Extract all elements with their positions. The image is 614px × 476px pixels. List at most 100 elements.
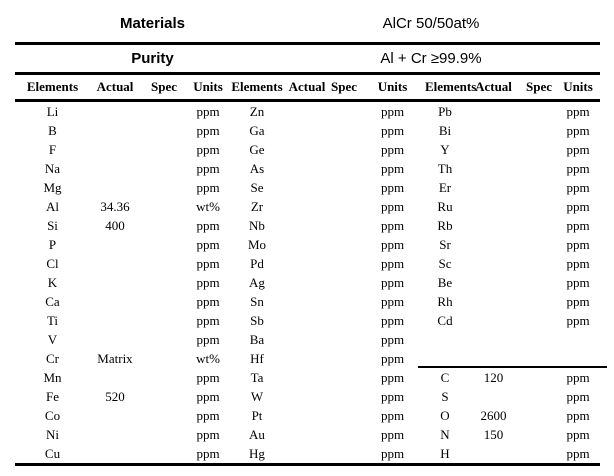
cell-units: ppm — [566, 256, 590, 271]
cell-element: H — [440, 446, 450, 461]
cell-units: ppm — [380, 123, 405, 138]
cell-units: ppm — [380, 294, 405, 309]
cell-element: Pb — [438, 104, 452, 119]
table-row: Ti ppm Sb ppm Cd ppm — [15, 311, 600, 330]
cell-element: B — [48, 123, 57, 138]
cell-element: Fe — [46, 389, 59, 404]
cell-actual: 400 — [105, 218, 125, 233]
table-row: Ni ppm Au ppm N 150 ppm — [15, 425, 600, 444]
cell-units: ppm — [380, 237, 405, 252]
cell-units: ppm — [380, 313, 405, 328]
cell-units: ppm — [566, 218, 590, 233]
cell-element: Rb — [437, 218, 453, 233]
cell-element: Nb — [249, 218, 265, 233]
cell-element: C — [440, 370, 450, 385]
cell-units: ppm — [196, 104, 220, 119]
divider-below-purity — [15, 72, 600, 75]
cell-element: Cd — [437, 313, 453, 328]
cell-element: N — [440, 427, 450, 442]
cell-element: F — [48, 142, 57, 157]
cell-units: ppm — [196, 313, 220, 328]
cell-units: ppm — [196, 256, 220, 271]
cell-units: ppm — [566, 389, 590, 404]
cell-element: Cl — [46, 256, 59, 271]
cell-units: ppm — [196, 427, 220, 442]
materials-row: Materials AlCr 50/50at% — [15, 0, 600, 42]
cell-units: ppm — [566, 370, 590, 385]
table-row: Si 400 ppm Nb ppm Rb ppm — [15, 216, 600, 235]
cell-units: ppm — [196, 446, 220, 461]
cell-units: wt% — [196, 199, 220, 214]
cell-element: Bi — [438, 123, 452, 138]
cell-element: Pt — [251, 408, 263, 423]
cell-element: Ag — [249, 275, 265, 290]
cell-element: Li — [46, 104, 59, 119]
cell-element: Rh — [437, 294, 453, 309]
table-row: Li ppm Zn ppm Pb ppm — [15, 102, 600, 121]
cell-units: ppm — [196, 332, 220, 347]
cell-units: ppm — [566, 142, 590, 157]
table-row: Al 34.36 wt% Zr ppm Ru ppm — [15, 197, 600, 216]
cell-element: Mo — [247, 237, 267, 252]
cell-units: ppm — [380, 427, 405, 442]
cell-actual: 520 — [105, 389, 125, 404]
col-header-element-g2: Elements — [231, 79, 283, 94]
cell-units: ppm — [380, 332, 405, 347]
cell-element: Hf — [250, 351, 264, 366]
cell-element: Mn — [43, 370, 62, 385]
col-header-element-g3: Elements — [425, 79, 477, 94]
cell-element: O — [440, 408, 450, 423]
cell-element: Cu — [44, 446, 61, 461]
cell-units: ppm — [196, 389, 220, 404]
cell-element: Na — [44, 161, 61, 176]
cell-element: Sc — [438, 256, 452, 271]
cell-element: Ru — [437, 199, 453, 214]
cell-units: ppm — [566, 408, 590, 423]
cell-element: S — [441, 389, 449, 404]
cell-element: Be — [437, 275, 453, 290]
col-header-actual-g3: Actual — [475, 79, 512, 94]
cell-units: ppm — [380, 389, 405, 404]
cell-element: Zr — [250, 199, 264, 214]
materials-value: AlCr 50/50at% — [382, 14, 480, 32]
cell-element: Sn — [250, 294, 264, 309]
divider-below-header — [15, 99, 600, 102]
cell-element: Ti — [46, 313, 59, 328]
cell-element: Au — [249, 427, 265, 442]
cell-units: ppm — [380, 161, 405, 176]
cell-units: ppm — [566, 446, 590, 461]
cell-element: K — [47, 275, 58, 290]
divider-below-materials — [15, 42, 600, 45]
table-row: Cr Matrix wt% Hf ppm — [15, 349, 600, 368]
cell-units: ppm — [196, 408, 220, 423]
cell-units: ppm — [196, 237, 220, 252]
table-row: Na ppm As ppm Th ppm — [15, 159, 600, 178]
cell-element: Ni — [46, 427, 59, 442]
cell-element: Y — [440, 142, 450, 157]
table-header-row: Elements Actual Spec Units Elements Actual Spe… — [15, 75, 600, 99]
col-header-actual-g1: Actual — [96, 79, 134, 94]
materials-label: Materials — [119, 14, 186, 32]
table-bottom-rule — [15, 463, 600, 466]
cell-units: ppm — [380, 446, 405, 461]
cell-element: Th — [437, 161, 453, 176]
table-row: Mn ppm Ta ppm C 120 ppm — [15, 368, 600, 387]
col-header-spec-g3: Spec — [526, 79, 552, 94]
cell-element: Ga — [249, 123, 265, 138]
col-header-actual-g2: Actual — [288, 79, 326, 94]
cell-actual: 150 — [483, 427, 504, 442]
cell-element: As — [249, 161, 265, 176]
cell-units: ppm — [566, 237, 590, 252]
cell-element: Sr — [439, 237, 451, 252]
cell-element: V — [47, 332, 58, 347]
cell-units: ppm — [380, 275, 405, 290]
table-row: Mg ppm Se ppm Er ppm — [15, 178, 600, 197]
cell-element: P — [48, 237, 57, 252]
